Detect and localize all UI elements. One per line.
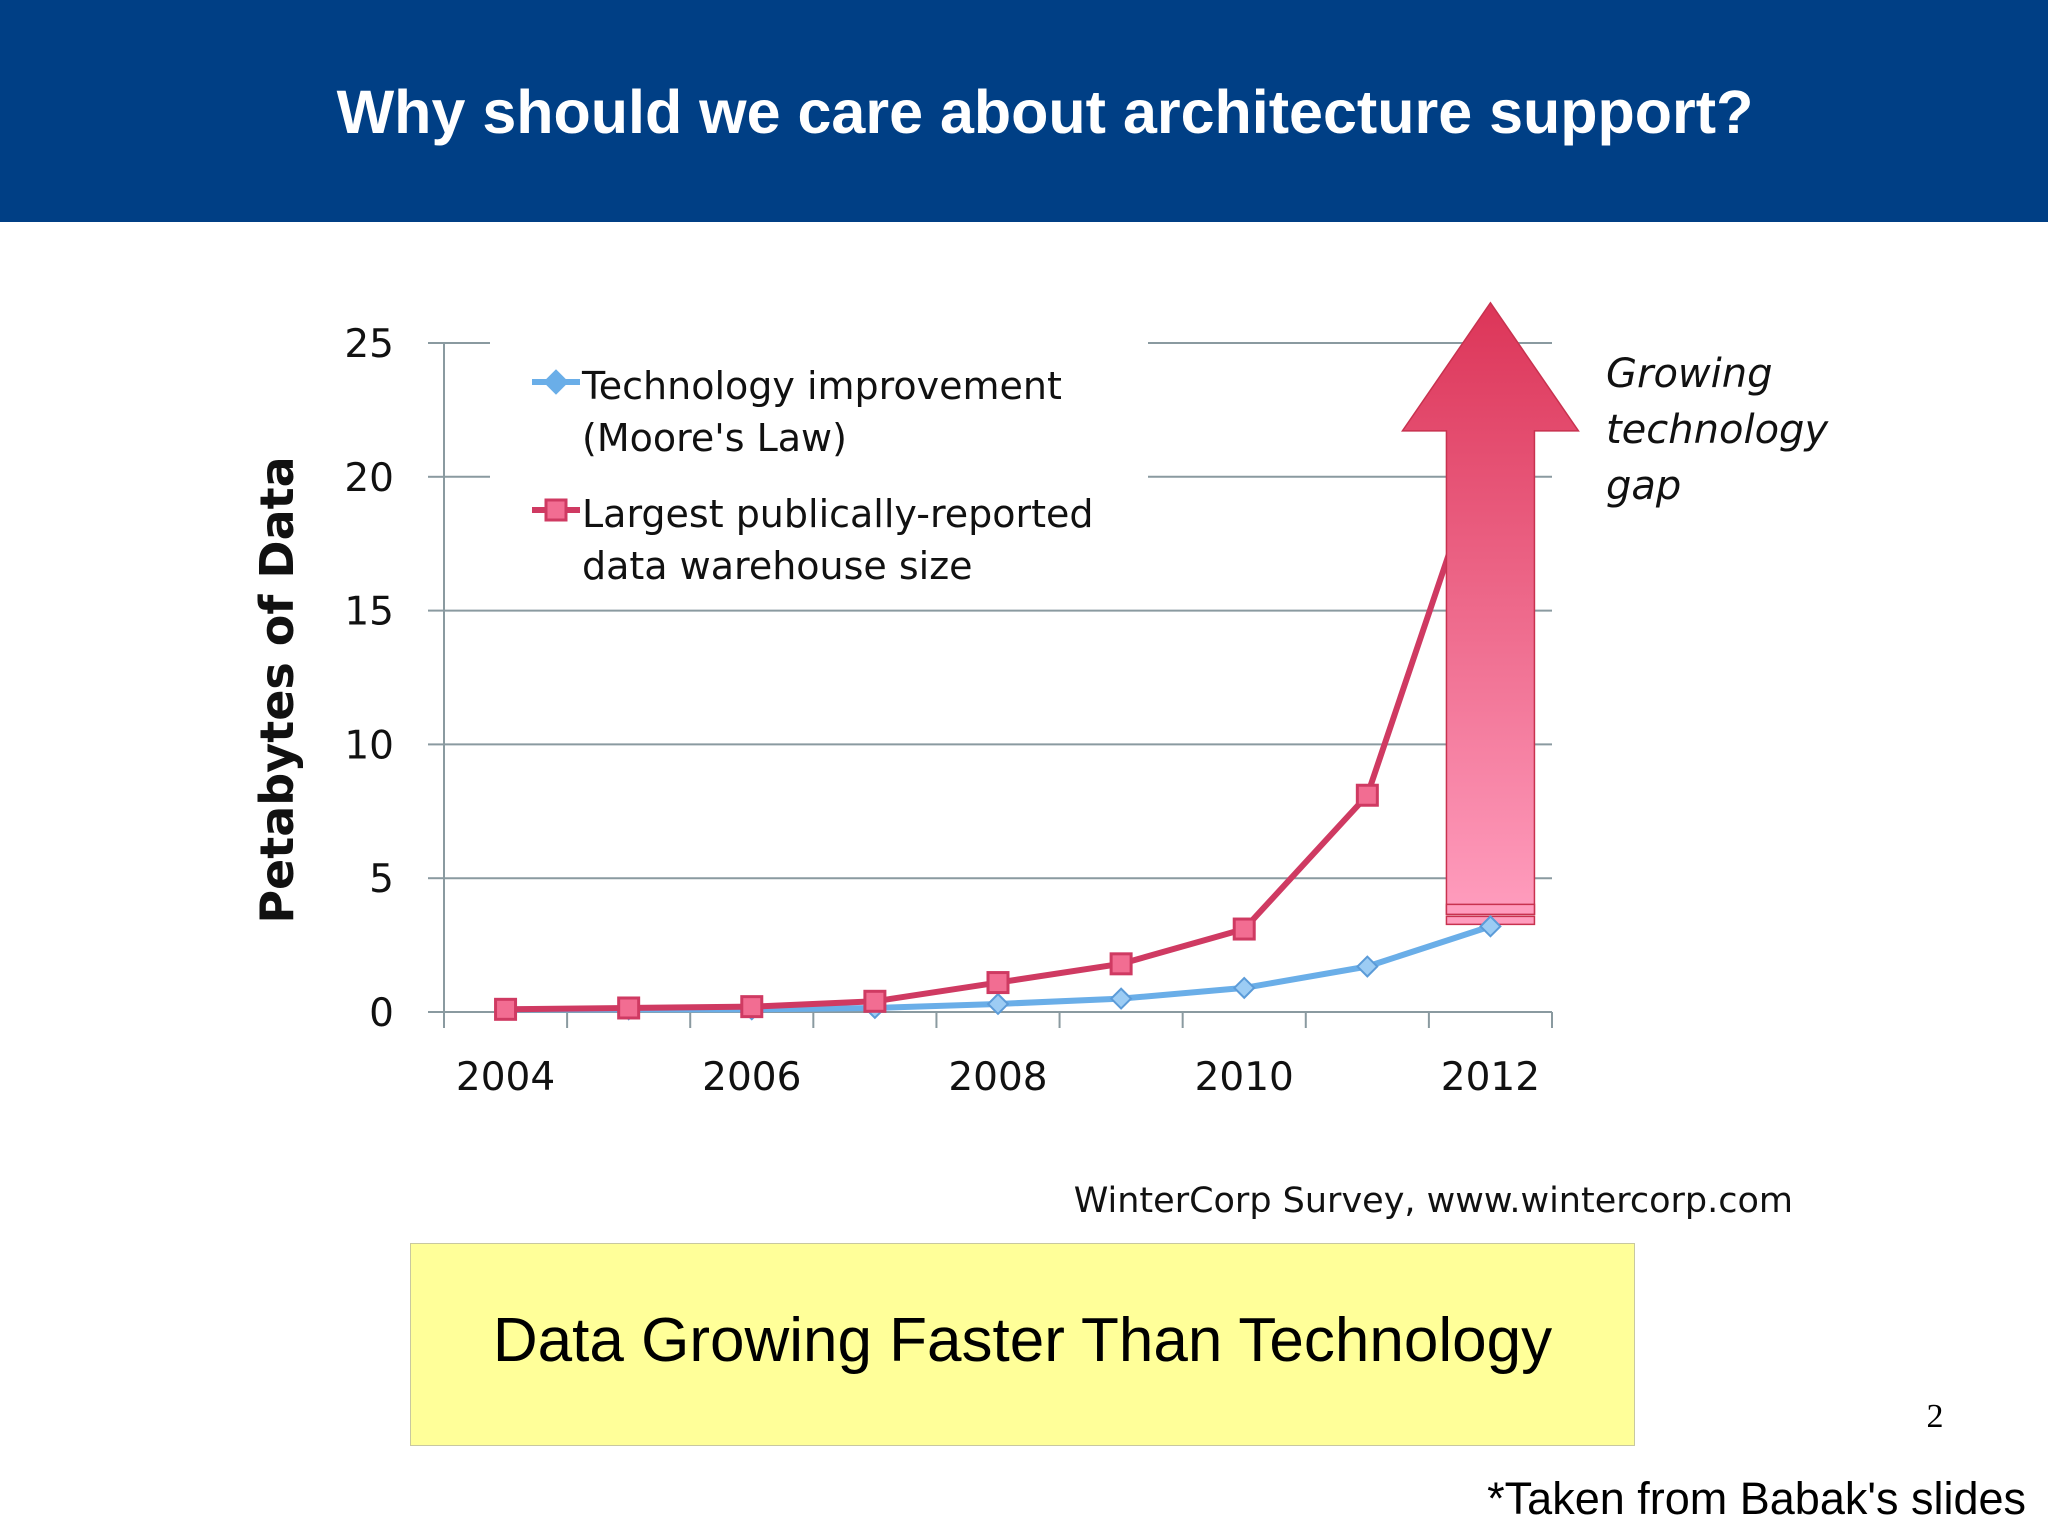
gap-annotation: Growing technology gap	[1606, 351, 1829, 509]
x-axis-ticks: 2004 2006 2008 2010 2012	[443, 1012, 1553, 1100]
marker-data-warehouse-2006	[740, 995, 764, 1019]
marker-technology-2008	[986, 992, 1010, 1016]
gap-annotation-line1: Growing	[1606, 351, 1772, 397]
y-tick-label-0: 0	[369, 991, 394, 1036]
legend-swatch-data-marker	[544, 498, 568, 522]
marker-technology-2012	[1479, 915, 1502, 938]
y-tick-label-10: 10	[344, 723, 394, 768]
legend-label-data-line1: Largest publically-reported	[582, 492, 1094, 536]
chart-source: WinterCorp Survey, www.wintercorp.com	[1074, 1181, 1793, 1221]
marker-data-warehouse-2008	[986, 971, 1010, 995]
marker-data-warehouse-2010	[1232, 917, 1256, 941]
y-axis-label: Petabytes of Data	[250, 456, 304, 923]
legend-background	[490, 340, 1148, 590]
marker-data-warehouse-2011	[1355, 783, 1379, 807]
y-tick-label-25: 25	[344, 322, 394, 367]
x-tick-label-2012: 2012	[1441, 1055, 1540, 1100]
callout-text: Data Growing Faster Than Technology	[492, 1306, 1553, 1375]
legend-label-technology-line1: Technology improvement	[581, 364, 1062, 408]
legend-label-technology-line2: (Moore's Law)	[582, 416, 847, 460]
legend-label-data-line2: data warehouse size	[582, 544, 973, 588]
callout-box: Data Growing Faster Than Technology	[410, 1243, 1635, 1446]
gap-arrow-stripe-1	[1445, 903, 1536, 916]
x-tick-label-2010: 2010	[1195, 1055, 1294, 1100]
marker-technology-2010	[1232, 976, 1256, 1000]
x-tick-label-2006: 2006	[702, 1055, 801, 1100]
marker-technology-2011	[1356, 955, 1379, 978]
page-number: 2	[1926, 1398, 1944, 1435]
x-tick-label-2008: 2008	[948, 1055, 1047, 1100]
gap-annotation-line2: technology	[1606, 407, 1829, 453]
gap-annotation-line3: gap	[1606, 463, 1681, 509]
legend-swatch-technology-marker	[543, 369, 569, 395]
y-tick-label-5: 5	[369, 857, 394, 902]
marker-technology-2009	[1109, 987, 1133, 1010]
x-tick-label-2004: 2004	[456, 1055, 555, 1100]
header-bar	[0, 0, 2048, 222]
marker-data-warehouse-2005	[617, 996, 641, 1020]
y-tick-label-20: 20	[344, 456, 394, 501]
legend-item-data-warehouse: Largest publically-reported data warehou…	[532, 492, 1094, 588]
legend-item-technology: Technology improvement (Moore's Law)	[532, 364, 1062, 460]
slide-title: Why should we care about architecture su…	[336, 78, 1754, 146]
series-markers	[494, 783, 1502, 1021]
legend: Technology improvement (Moore's Law) Lar…	[532, 364, 1094, 588]
y-axis-ticks: 0 5 10 15 20 25	[344, 322, 444, 1036]
footnote: *Taken from Babak's slides	[1487, 1473, 2026, 1524]
marker-data-warehouse-2004	[494, 997, 518, 1021]
y-tick-label-15: 15	[344, 590, 394, 635]
marker-data-warehouse-2007	[863, 989, 887, 1013]
marker-data-warehouse-2009	[1109, 952, 1133, 976]
